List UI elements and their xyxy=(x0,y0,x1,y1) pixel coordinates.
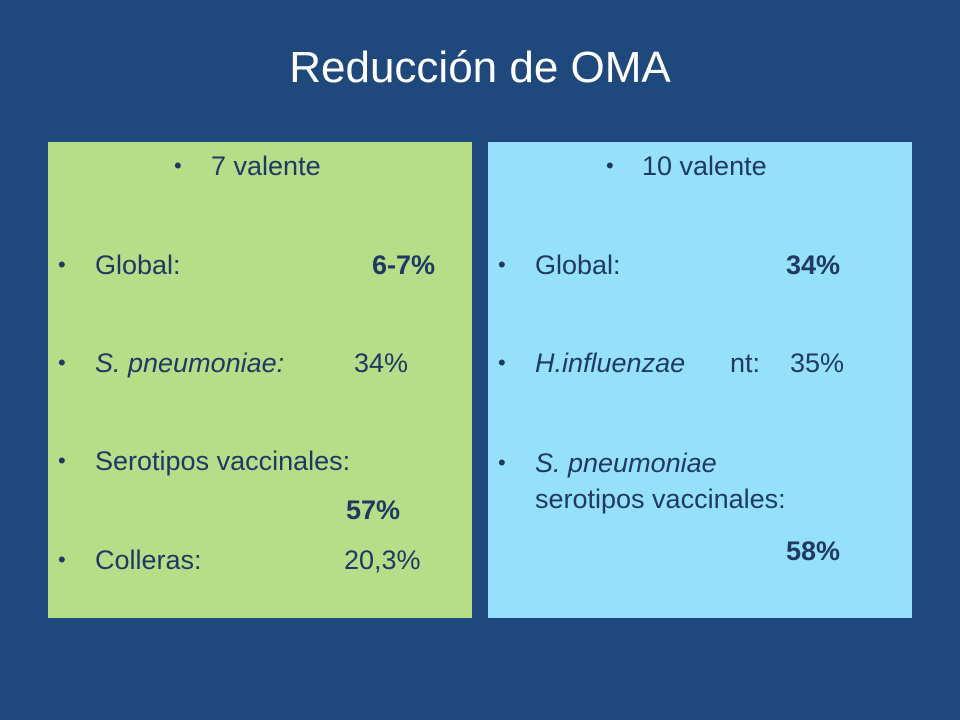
bullet-dot-icon: • xyxy=(498,252,506,277)
bullet-dot-icon: • xyxy=(58,350,66,375)
heading-text: 10 valente xyxy=(642,151,767,181)
bullet-dot-icon: • xyxy=(58,448,66,473)
slide-title: Reducción de OMA xyxy=(289,43,671,92)
colleras-label: Colleras: xyxy=(95,545,202,575)
bullet-dot-icon: • xyxy=(498,450,506,475)
hinfluenzae-suffix: nt: xyxy=(730,348,761,378)
bullet-dot-icon: • xyxy=(498,350,506,375)
spneumoniae-label: S. pneumoniae: xyxy=(95,348,285,378)
global-label: Global: xyxy=(95,250,181,280)
bullet-dot-icon: • xyxy=(58,252,66,277)
colleras-value: 20,3% xyxy=(344,545,421,575)
bullet-dot-icon: • xyxy=(606,153,614,178)
heading-text: 7 valente xyxy=(211,151,321,181)
bullet-dot-icon: • xyxy=(58,547,66,572)
hinfluenzae-label: H.influenzae xyxy=(535,348,686,378)
serotipos-value: 58% xyxy=(786,536,841,566)
panel-7-valente: • 7 valente • Global: 6-7% • S. pneumoni… xyxy=(48,142,472,618)
serotipos-label: serotipos vaccinales: xyxy=(535,484,786,514)
global-value: 34% xyxy=(786,250,841,280)
serotipos-label: Serotipos vaccinales: xyxy=(95,446,351,476)
global-value: 6-7% xyxy=(372,250,436,280)
spneumoniae-label: S. pneumoniae xyxy=(535,448,717,478)
hinfluenzae-value: 35% xyxy=(790,348,845,378)
serotipos-value: 57% xyxy=(346,495,401,525)
spneumoniae-value: 34% xyxy=(354,348,409,378)
bullet-dot-icon: • xyxy=(174,153,182,178)
panel-10-valente: • 10 valente • Global: 34% • H.influenza… xyxy=(488,142,912,618)
global-label: Global: xyxy=(535,250,621,280)
